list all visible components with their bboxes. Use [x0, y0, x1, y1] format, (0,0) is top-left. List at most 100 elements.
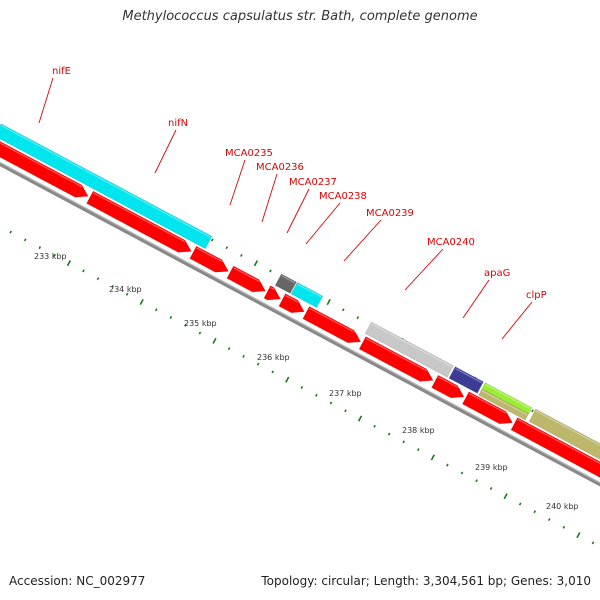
- tick-mark: [269, 269, 272, 273]
- tick-mark: [344, 409, 347, 413]
- gene-bar-khaki: [478, 388, 530, 421]
- leader-line-MCA0237: [286, 188, 310, 234]
- tick-mark: [139, 298, 144, 306]
- tick-mark: [518, 502, 522, 506]
- tick-mark: [562, 525, 566, 529]
- tick-mark: [533, 510, 537, 514]
- leader-line-MCA0235: [229, 159, 246, 206]
- gene-bar-nifE: [0, 123, 213, 250]
- feature-highlight: [455, 367, 483, 384]
- feature-highlight: [93, 192, 186, 243]
- tick-mark: [285, 376, 290, 383]
- tick-mark: [547, 518, 551, 522]
- feature-highlight: [270, 287, 275, 290]
- leader-line-clpP: [501, 301, 533, 340]
- tick-mark: [23, 238, 27, 242]
- gene-label-nifN: nifN: [168, 118, 188, 129]
- tick-mark: [503, 493, 508, 500]
- cds-arrow: [263, 285, 281, 301]
- tick-mark: [242, 354, 245, 358]
- leader-line-MCA0238: [305, 202, 341, 245]
- feature-highlight: [285, 295, 299, 303]
- feature-highlight: [365, 337, 428, 372]
- tick-mark: [531, 409, 534, 413]
- tick-mark: [256, 362, 260, 366]
- tick-mark: [82, 269, 85, 273]
- gene-label-MCA0240: MCA0240: [427, 237, 475, 248]
- leader-line-MCA0239: [343, 219, 382, 262]
- tick-mark: [169, 316, 173, 320]
- tick-mark: [184, 323, 187, 327]
- tick-mark: [373, 424, 376, 428]
- feature-highlight: [468, 392, 507, 414]
- gene-label-MCA0235: MCA0235: [225, 148, 273, 159]
- backbone-highlight: [0, 161, 600, 484]
- tick-mark: [387, 432, 391, 436]
- leader-line-nifN: [154, 129, 177, 174]
- tick-mark: [591, 541, 595, 545]
- feature-highlight: [0, 125, 211, 238]
- tick-mark: [210, 238, 214, 242]
- tick-mark: [402, 440, 406, 444]
- tick-mark: [198, 331, 202, 335]
- gene-label-apaG: apaG: [484, 268, 510, 279]
- tick-mark: [576, 532, 581, 539]
- tick-mark: [489, 486, 493, 490]
- map-title: Methylococcus capsulatus str. Bath, comp…: [122, 9, 478, 24]
- scale-label: 238 kbp: [402, 426, 435, 435]
- scale-label: 233 kbp: [34, 252, 67, 261]
- feature-highlight: [196, 247, 223, 263]
- tick-mark: [315, 393, 318, 397]
- gene-bar-khaki: [528, 408, 600, 460]
- scale-labels: 233 kbp 234 kbp 235 kbp 236 kbp 237 kbp 238 k…: [34, 252, 579, 511]
- tick-mark: [356, 316, 360, 320]
- feature-highlight: [297, 283, 322, 298]
- feature-highlight: [438, 376, 459, 388]
- gene-bar-apaG: [448, 366, 484, 394]
- tick-mark: [446, 463, 449, 467]
- gene-label-MCA0236: MCA0236: [256, 162, 304, 173]
- cds-arrow: [86, 190, 192, 253]
- gene-labels: nifE nifN MCA0235 MCA0236 MCA0237 MCA0238 MCA0…: [38, 66, 547, 340]
- feature-highlight: [481, 390, 528, 416]
- cds-arrow: [189, 245, 229, 273]
- tick-mark: [357, 415, 363, 422]
- feature-highlight: [485, 383, 531, 410]
- leader-line-apaG: [462, 279, 490, 319]
- tick-mark: [53, 253, 56, 257]
- feature-highlight: [281, 275, 296, 284]
- gene-bar-MCA0240: [364, 321, 454, 378]
- feature-highlight: [233, 267, 260, 282]
- feature-highlight: [535, 410, 600, 446]
- cds-arrow: [358, 336, 434, 382]
- tick-mark: [326, 299, 331, 306]
- scale-label: 236 kbp: [257, 353, 290, 362]
- tick-mark: [475, 479, 478, 483]
- cds-arrow: [278, 293, 305, 314]
- tick-mark: [38, 246, 42, 250]
- gene-label-clpP: clpP: [526, 290, 547, 301]
- cds-arrow: [302, 306, 362, 344]
- leader-line-MCA0240: [404, 248, 444, 291]
- feature-highlight: [371, 323, 453, 368]
- scale-label: 239 kbp: [475, 463, 508, 472]
- feature-highlight: [309, 307, 355, 333]
- gene-label-nifE: nifE: [52, 66, 71, 77]
- scale-label: 237 kbp: [329, 389, 362, 398]
- leader-line-nifE: [38, 77, 54, 124]
- genome-summary-text: Topology: circular; Length: 3,304,561 bp…: [261, 574, 591, 588]
- scale-label: 234 kbp: [109, 285, 142, 294]
- leader-line-MCA0236: [261, 173, 278, 223]
- tick-mark: [9, 230, 13, 234]
- cds-arrow: [461, 391, 513, 425]
- gene-label-MCA0237: MCA0237: [289, 177, 337, 188]
- tick-mark: [227, 347, 231, 351]
- feature-highlight: [0, 142, 83, 188]
- backbone-line: [0, 161, 600, 487]
- tick-mark: [430, 454, 435, 461]
- feature-track: [0, 123, 600, 478]
- tick-mark: [96, 277, 100, 281]
- tick-mark: [460, 471, 464, 475]
- cds-arrow: [0, 141, 89, 198]
